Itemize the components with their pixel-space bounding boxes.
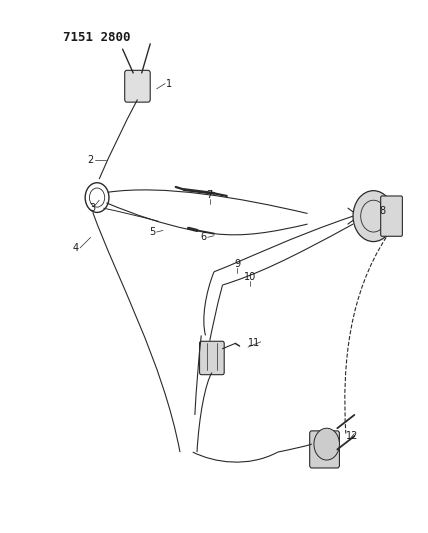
Text: 5: 5 [149,227,155,237]
Text: 7151 2800: 7151 2800 [63,31,131,44]
Text: 8: 8 [379,206,385,216]
Text: 10: 10 [244,272,256,282]
FancyBboxPatch shape [199,341,224,375]
Text: 6: 6 [200,232,206,243]
FancyBboxPatch shape [310,431,339,468]
Circle shape [353,191,394,241]
Text: 11: 11 [248,338,261,349]
Text: 12: 12 [346,431,358,441]
Circle shape [314,428,339,460]
Text: 2: 2 [88,156,94,165]
Text: 3: 3 [90,203,96,213]
Text: 4: 4 [73,243,79,253]
Text: 1: 1 [166,78,172,88]
Text: 9: 9 [234,259,241,269]
Text: 7: 7 [207,190,213,200]
FancyBboxPatch shape [380,196,402,236]
FancyBboxPatch shape [125,70,150,102]
